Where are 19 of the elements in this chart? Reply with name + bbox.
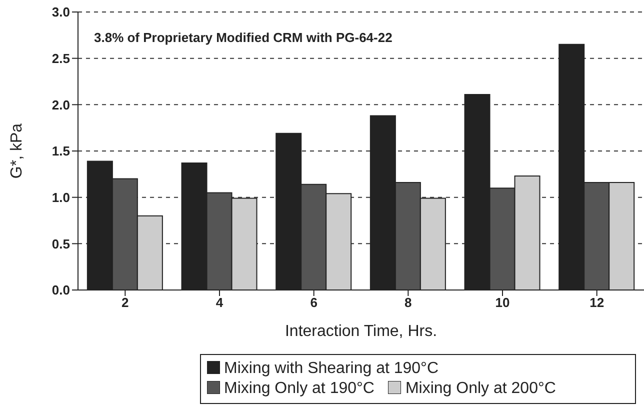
y-tick-label: 1.5	[52, 144, 70, 159]
y-tick-label: 3.0	[52, 4, 70, 20]
y-axis-title: G*, kPa	[8, 123, 26, 179]
legend-label: Mixing Only at 200°C	[404, 379, 556, 399]
y-tick-label: 2.0	[52, 97, 70, 112]
x-tick-label: 2	[122, 295, 129, 310]
annotation: 3.8% of Proprietary Modified CRM with PG-64-22	[94, 30, 392, 45]
x-axis-title: Interaction Time, Hrs.	[284, 323, 438, 340]
y-tick-label: 0.5	[52, 236, 70, 252]
x-tick-label: 6	[310, 295, 318, 310]
legend-label: Mixing with Shearing at 190°C	[223, 359, 439, 379]
x-tick-label: 8	[404, 295, 412, 310]
x-tick-label: 4	[216, 295, 224, 310]
y-tick-label: 1.0	[52, 190, 70, 205]
legend-label: Mixing Only at 190°C	[223, 379, 374, 399]
x-tick-label: 12	[590, 295, 604, 310]
y-tick-label: 0.0	[52, 282, 70, 298]
y-tick-label: 2.5	[52, 50, 70, 66]
x-tick-label: 10	[495, 295, 510, 310]
